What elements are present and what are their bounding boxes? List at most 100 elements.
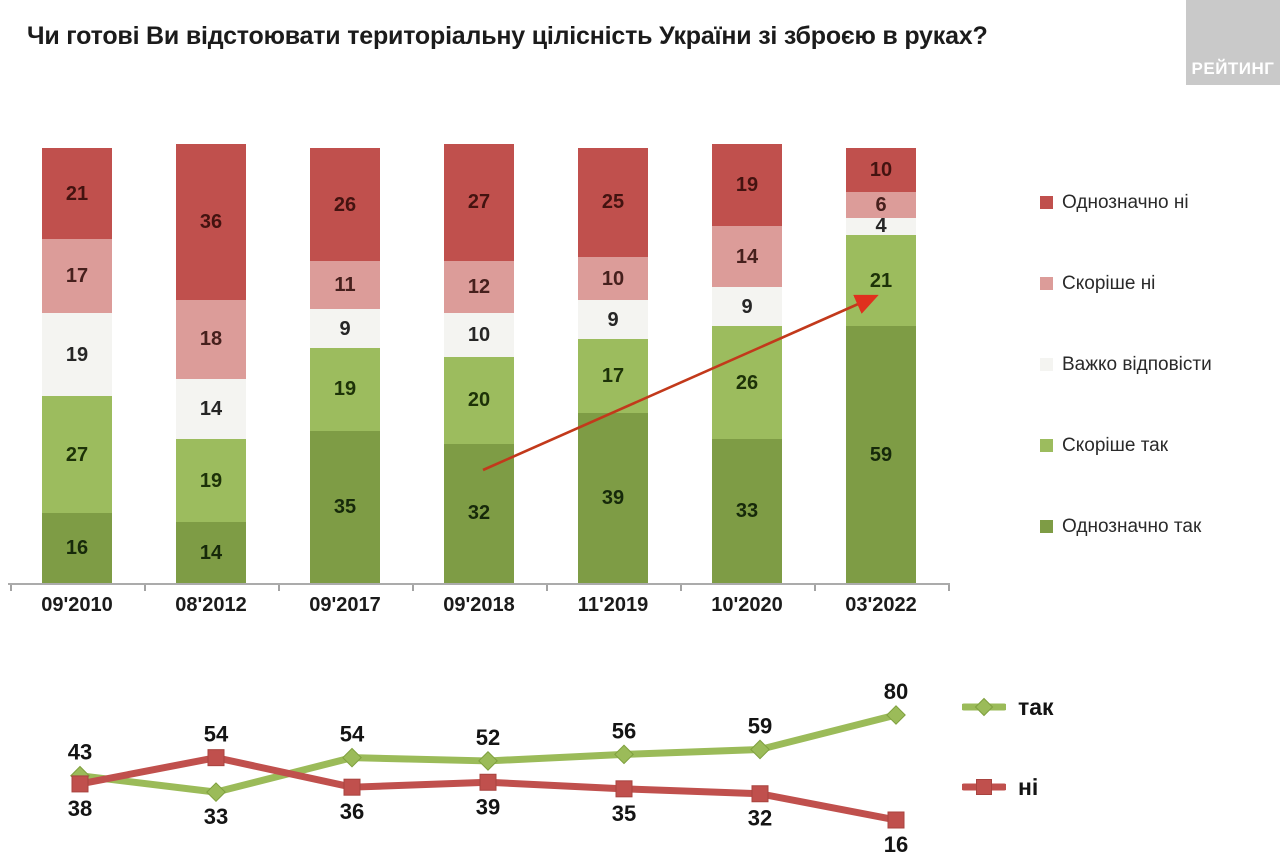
x-axis-label: 03'2022 — [845, 594, 917, 616]
bar-segment: 26 — [712, 326, 782, 440]
bar-segment: 19 — [712, 143, 782, 227]
bar-segment: 14 — [176, 378, 246, 440]
bar-value-label: 39 — [601, 487, 625, 510]
bar-segment: 21 — [42, 148, 112, 240]
square-marker — [343, 778, 361, 796]
line-value-label: 36 — [340, 799, 364, 824]
line-value-label: 33 — [204, 804, 228, 829]
legend-swatch — [1040, 439, 1053, 452]
square-marker — [71, 775, 89, 793]
bar-segment: 59 — [846, 326, 916, 583]
bar-segment: 26 — [310, 148, 380, 262]
bar-value-label: 21 — [65, 182, 89, 205]
bar-segment: 19 — [176, 439, 246, 523]
diamond-marker — [886, 705, 906, 725]
bar-value-label: 19 — [65, 343, 89, 366]
bar-segment: 17 — [578, 339, 648, 414]
bar-segment: 16 — [42, 513, 112, 583]
bar-value-label: 11 — [334, 274, 356, 297]
bar-segment: 12 — [444, 261, 514, 314]
legend-swatch — [1040, 277, 1053, 290]
bar-value-label: 21 — [869, 269, 893, 292]
bar-value-label: 10 — [467, 324, 491, 347]
bar-chart-legend: Однозначно ні Скоріше ні Важко відповісти С… — [1040, 190, 1212, 595]
bar-value-label: 27 — [467, 191, 491, 214]
bar-segment: 39 — [578, 413, 648, 583]
bar-value-label: 19 — [735, 173, 759, 196]
legend-item: Однозначно так — [1040, 514, 1212, 539]
bar-value-label: 27 — [65, 443, 89, 466]
bar-value-label: 17 — [601, 365, 625, 388]
line-value-label: 54 — [204, 722, 229, 747]
bar-segment: 10 — [846, 148, 916, 192]
square-legend-marker — [962, 779, 1006, 795]
bar-segment: 10 — [578, 256, 648, 301]
axis-tick — [546, 584, 548, 591]
legend-label: Важко відповісти — [1062, 353, 1212, 375]
diamond-marker — [750, 739, 770, 760]
legend-item: Однозначно ні — [1040, 190, 1212, 215]
bar-segment: 25 — [578, 148, 648, 257]
line-value-label: 39 — [476, 794, 500, 819]
legend-item: Скоріше ні — [1040, 271, 1212, 296]
bar-segment: 19 — [42, 313, 112, 396]
legend-label: Однозначно ні — [1062, 191, 1189, 213]
legend-item: Важко відповісти — [1040, 352, 1212, 377]
bar-value-label: 25 — [601, 191, 625, 214]
line-value-label: 38 — [68, 796, 92, 821]
bar-value-label: 17 — [65, 265, 89, 288]
bar-value-label: 18 — [199, 328, 223, 351]
trend-line-chart: 43 33 54 52 56 59 80 38 54 36 39 35 32 16 — [68, 679, 908, 857]
bar-segment: 21 — [846, 235, 916, 327]
bar-value-label: 32 — [467, 502, 491, 525]
axis-tick — [680, 584, 682, 591]
rating-logo-text: РЕЙТИНГ — [1191, 59, 1275, 78]
bar-segment: 20 — [444, 356, 514, 444]
axis-tick — [814, 584, 816, 591]
square-marker — [479, 773, 497, 791]
bar-segment: 19 — [310, 348, 380, 431]
bar-value-label: 10 — [869, 158, 893, 181]
x-axis-label: 10'2020 — [711, 594, 783, 616]
x-axis-line — [8, 583, 950, 585]
legend-label: Однозначно так — [1062, 515, 1202, 537]
bar-value-label: 33 — [735, 500, 759, 523]
line-legend-item: так — [962, 690, 1054, 724]
bar-value-label: 14 — [199, 541, 223, 564]
page-title: Чи готові Ви відстоювати територіальну ц… — [27, 22, 988, 50]
line-value-label: 59 — [748, 713, 772, 738]
axis-tick — [412, 584, 414, 591]
bar-value-label: 9 — [741, 295, 753, 318]
legend-swatch — [1040, 358, 1053, 371]
axis-tick — [948, 584, 950, 591]
line-value-label: 56 — [612, 718, 636, 743]
line-value-label: 16 — [884, 832, 908, 857]
bar-segment: 33 — [712, 439, 782, 583]
legend-label: Скоріше так — [1062, 434, 1169, 456]
bar-value-label: 35 — [333, 495, 357, 518]
line-legend-label: ні — [1018, 773, 1039, 800]
bar-segment: 6 — [846, 191, 916, 218]
line-value-label: 43 — [68, 740, 92, 765]
bar-segment: 11 — [310, 261, 380, 309]
bar-value-label: 4 — [875, 215, 887, 238]
line-value-label: 80 — [884, 679, 908, 704]
bar-value-label: 12 — [467, 276, 491, 299]
bar-value-label: 14 — [199, 397, 223, 420]
bar-value-label: 26 — [333, 193, 357, 216]
bar-segment: 18 — [176, 300, 246, 379]
legend-label: Скоріше ні — [1062, 272, 1156, 294]
x-axis-label: 09'2010 — [41, 594, 113, 616]
stacked-bar-chart: 16 27 19 17 21 09'2010 14 19 14 18 36 08'2012 35 19 9 1… — [10, 143, 950, 616]
square-marker — [887, 811, 905, 829]
square-marker — [207, 749, 225, 767]
legend-item: Скоріше так — [1040, 433, 1212, 458]
bar-segment: 9 — [712, 287, 782, 327]
diamond-legend-marker — [962, 697, 1006, 717]
line-value-label: 35 — [612, 801, 636, 826]
bar-segment: 36 — [176, 143, 246, 301]
bar-value-label: 36 — [199, 210, 223, 233]
bar-segment: 9 — [310, 308, 380, 349]
bar-segment: 10 — [444, 313, 514, 357]
